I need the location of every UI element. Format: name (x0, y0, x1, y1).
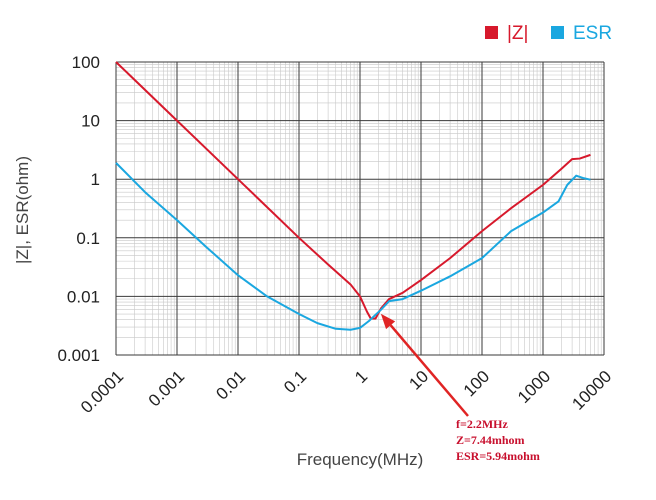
annotation: f=2.2MHz Z=7.44mhom ESR=5.94mohm (380, 313, 540, 463)
x-tick-label: 1 (351, 367, 371, 387)
legend-swatch-esr (551, 26, 564, 39)
annotation-arrow-line (389, 324, 469, 417)
y-tick-label: 100 (72, 53, 100, 72)
y-axis-label: |Z|, ESR(ohm) (13, 156, 32, 264)
legend: |Z| ESR (485, 23, 612, 44)
y-tick-label: 10 (81, 112, 100, 131)
x-tick-label: 0.01 (212, 367, 249, 404)
y-tick-label: 0.001 (57, 346, 100, 365)
x-tick-label: 1000 (514, 367, 554, 407)
series-layer (115, 61, 591, 331)
y-tick-label: 1 (91, 170, 100, 189)
annotation-arrow-head (380, 313, 396, 330)
x-axis-label: Frequency(MHz) (297, 450, 424, 469)
y-tick-label: 0.1 (76, 229, 100, 248)
x-tick-label: 0.001 (145, 367, 189, 411)
annotation-frequency: f=2.2MHz (456, 417, 508, 431)
series-line-impedance (115, 61, 591, 320)
annotation-impedance: Z=7.44mhom (456, 433, 525, 447)
x-tick-label: 100 (460, 367, 493, 400)
legend-swatch-impedance (485, 26, 498, 39)
x-tick-label: 0.0001 (77, 367, 127, 417)
annotation-esr: ESR=5.94mohm (456, 449, 540, 463)
legend-label-impedance: |Z| (507, 23, 528, 44)
x-tick-label: 0.1 (280, 367, 310, 397)
x-tick-label: 10000 (568, 367, 615, 414)
series-line-esr (115, 162, 591, 331)
major-gridlines (115, 61, 605, 356)
legend-label-esr: ESR (573, 23, 612, 44)
y-tick-label: 0.01 (67, 287, 100, 306)
